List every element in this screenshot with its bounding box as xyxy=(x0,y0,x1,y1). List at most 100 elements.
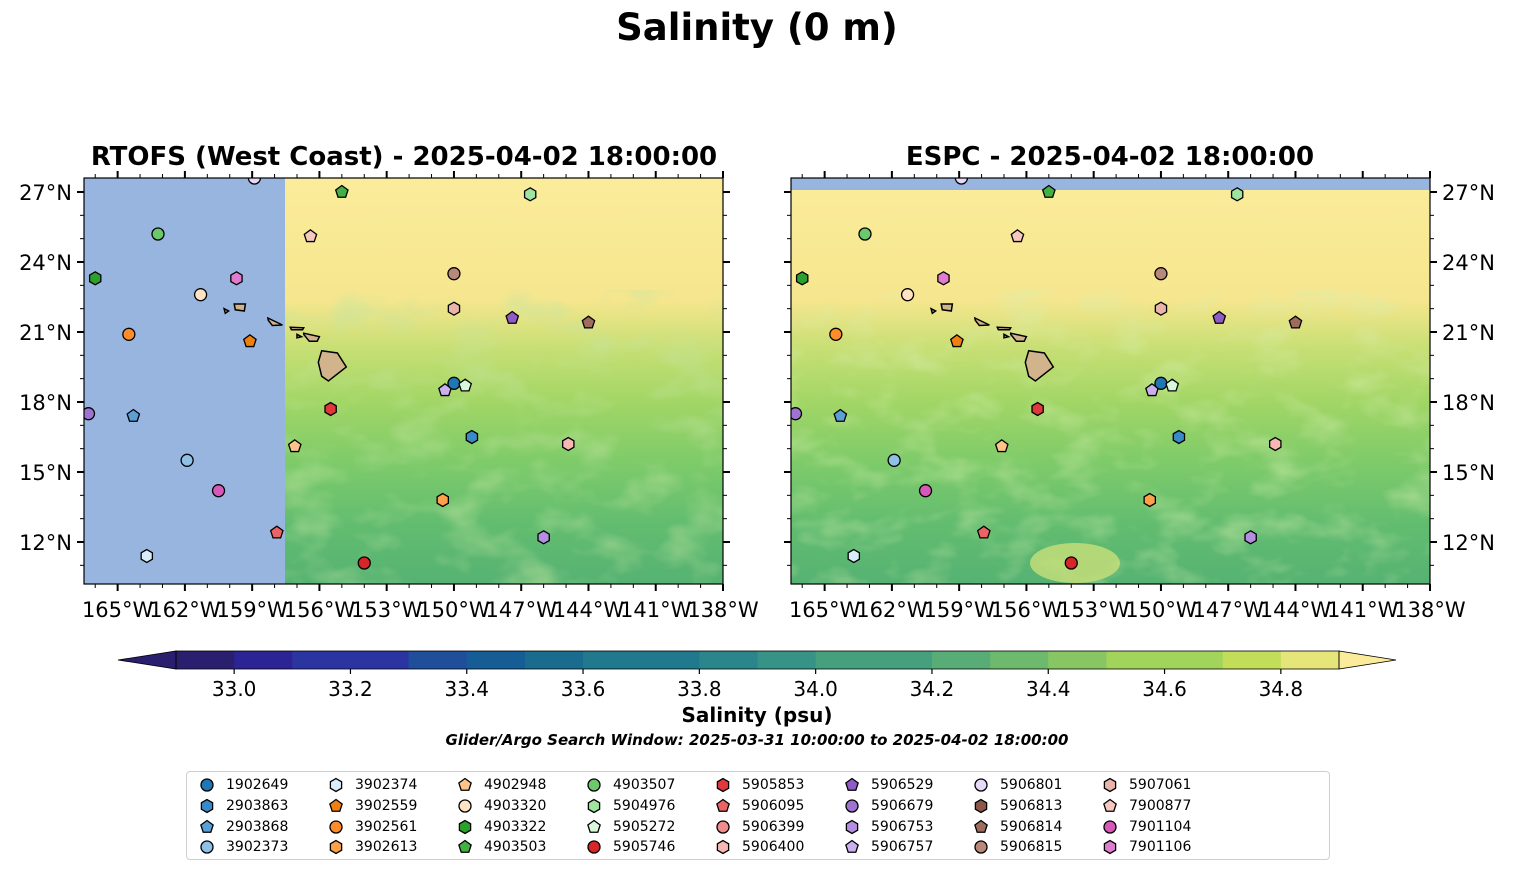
legend-item-5906529: 5906529 xyxy=(843,775,933,795)
legend-label: 7900877 xyxy=(1129,797,1192,814)
legend-marker-icon xyxy=(329,798,343,812)
legend-marker-7901106 xyxy=(1103,840,1117,855)
float-marker-5906400 xyxy=(562,436,575,452)
legend-marker-icon xyxy=(200,778,214,792)
y-tick-label: 15°N xyxy=(1442,461,1495,485)
legend-marker-icon xyxy=(200,798,214,814)
y-tick-label: 21°N xyxy=(1442,321,1495,345)
legend-marker-icon xyxy=(329,840,343,855)
x-tick-label: 141°W xyxy=(1327,598,1399,622)
float-marker-3902559 xyxy=(242,334,257,348)
legend-marker-3902613 xyxy=(329,840,343,855)
legend-label: 5906813 xyxy=(1000,797,1063,814)
legend-marker-5906529 xyxy=(845,777,859,791)
float-marker-4902948 xyxy=(994,439,1009,453)
colorbar-extend-low xyxy=(117,650,177,670)
colorbar-tick-label: 34.6 xyxy=(1142,677,1187,701)
legend-marker-icon xyxy=(716,798,730,812)
legend-label: 5906814 xyxy=(1000,818,1063,835)
rtofs-float-markers xyxy=(84,178,596,570)
island-shape xyxy=(317,349,348,382)
float-marker-4903507 xyxy=(151,227,165,241)
legend-label: 4903507 xyxy=(613,777,676,793)
island-shape xyxy=(1024,349,1055,382)
float-marker-3902373 xyxy=(180,453,194,467)
legend-item-3902374: 3902374 xyxy=(327,775,417,795)
colorbar-segment xyxy=(873,651,933,669)
x-tick-label: 159°W xyxy=(923,598,995,622)
colorbar-tick-label: 33.6 xyxy=(561,677,606,701)
legend-item-5906814: 5906814 xyxy=(972,817,1062,837)
y-tick-label: 24°N xyxy=(19,251,72,275)
float-marker-7900877 xyxy=(303,229,318,243)
colorbar-tick-label: 33.4 xyxy=(444,677,489,701)
legend-marker-4903507 xyxy=(587,778,601,792)
float-marker-5906814 xyxy=(1288,315,1303,329)
legend-marker-5906757 xyxy=(845,840,859,854)
legend-marker-3902559 xyxy=(329,798,343,812)
float-marker-7900877 xyxy=(1010,229,1025,243)
legend-item-4903507: 4903507 xyxy=(585,775,675,795)
colorbar-segment xyxy=(524,651,584,669)
x-tick-label: 159°W xyxy=(216,598,288,622)
legend-label: 5906529 xyxy=(871,777,934,793)
legend-marker-icon xyxy=(845,777,859,791)
legend-label: 4903320 xyxy=(484,797,547,814)
float-marker-7901106 xyxy=(230,271,243,286)
float-marker-5906814 xyxy=(581,315,596,329)
legend-label: 3902559 xyxy=(355,797,418,814)
legend-marker-5906801 xyxy=(974,778,988,792)
float-marker-5904976 xyxy=(523,187,537,202)
float-marker-4903322 xyxy=(88,271,102,286)
float-marker-5906529 xyxy=(505,310,520,324)
legend-label: 5907061 xyxy=(1129,777,1192,793)
rtofs-axes: 165°W162°W159°W156°W153°W150°W147°W144°W… xyxy=(19,171,759,622)
legend-item-4903320: 4903320 xyxy=(456,796,546,816)
island-shape xyxy=(973,316,990,327)
legend-marker-icon xyxy=(716,819,730,834)
colorbar-segment xyxy=(1280,651,1340,669)
legend-label: 5906679 xyxy=(871,797,934,814)
float-marker-4903507 xyxy=(858,227,872,241)
legend-label: 5906400 xyxy=(742,839,805,856)
espc-salinity-eddies xyxy=(791,290,1430,584)
legend-label: 5905272 xyxy=(613,818,676,835)
x-tick-label: 153°W xyxy=(1058,598,1130,622)
float-marker-3902561 xyxy=(829,327,843,341)
float-marker-4903503 xyxy=(334,184,349,198)
legend-marker-5907061 xyxy=(1103,777,1117,793)
legend-label: 5906399 xyxy=(742,818,805,835)
legend-item-5906753: 5906753 xyxy=(843,817,933,837)
float-marker-5905272 xyxy=(1165,378,1180,392)
legend-label: 5905746 xyxy=(613,839,676,856)
espc-map-panel: 165°W162°W159°W156°W153°W150°W147°W144°W… xyxy=(784,171,1495,622)
legend-item-5907061: 5907061 xyxy=(1101,775,1191,795)
float-marker-5905853 xyxy=(1031,401,1044,417)
legend-label: 5906815 xyxy=(1000,839,1063,856)
legend-marker-3902374 xyxy=(329,777,343,793)
float-marker-3902374 xyxy=(847,548,861,564)
x-tick-label: 147°W xyxy=(1193,598,1265,622)
y-tick-label: 21°N xyxy=(19,321,72,345)
x-tick-label: 150°W xyxy=(418,598,490,622)
search-window-text: Glider/Argo Search Window: 2025-03-31 10… xyxy=(445,731,1069,749)
rtofs-no-data-region xyxy=(84,178,285,584)
legend-item-7901104: 7901104 xyxy=(1101,817,1191,837)
legend-marker-icon xyxy=(974,778,988,792)
legend-item-3902561: 3902561 xyxy=(327,817,417,837)
colorbar-segment xyxy=(1222,651,1282,669)
legend-item-2903868: 2903868 xyxy=(198,817,288,837)
legend-label: 3902374 xyxy=(355,777,418,793)
legend-marker-icon xyxy=(587,840,601,855)
float-marker-2903863 xyxy=(465,429,479,445)
rtofs-map-panel: 165°W162°W159°W156°W153°W150°W147°W144°W… xyxy=(19,171,759,622)
float-marker-5906095 xyxy=(269,525,284,539)
legend-marker-icon xyxy=(587,819,601,833)
colorbar-tick-label: 34.0 xyxy=(793,677,838,701)
float-marker-5906801 xyxy=(954,178,969,185)
legend-label: 7901104 xyxy=(1129,818,1192,835)
legend-label: 4903322 xyxy=(484,818,547,835)
x-tick-label: 165°W xyxy=(82,598,154,622)
legend-marker-5906814 xyxy=(974,819,988,833)
colorbar-tick-label: 34.4 xyxy=(1026,677,1071,701)
